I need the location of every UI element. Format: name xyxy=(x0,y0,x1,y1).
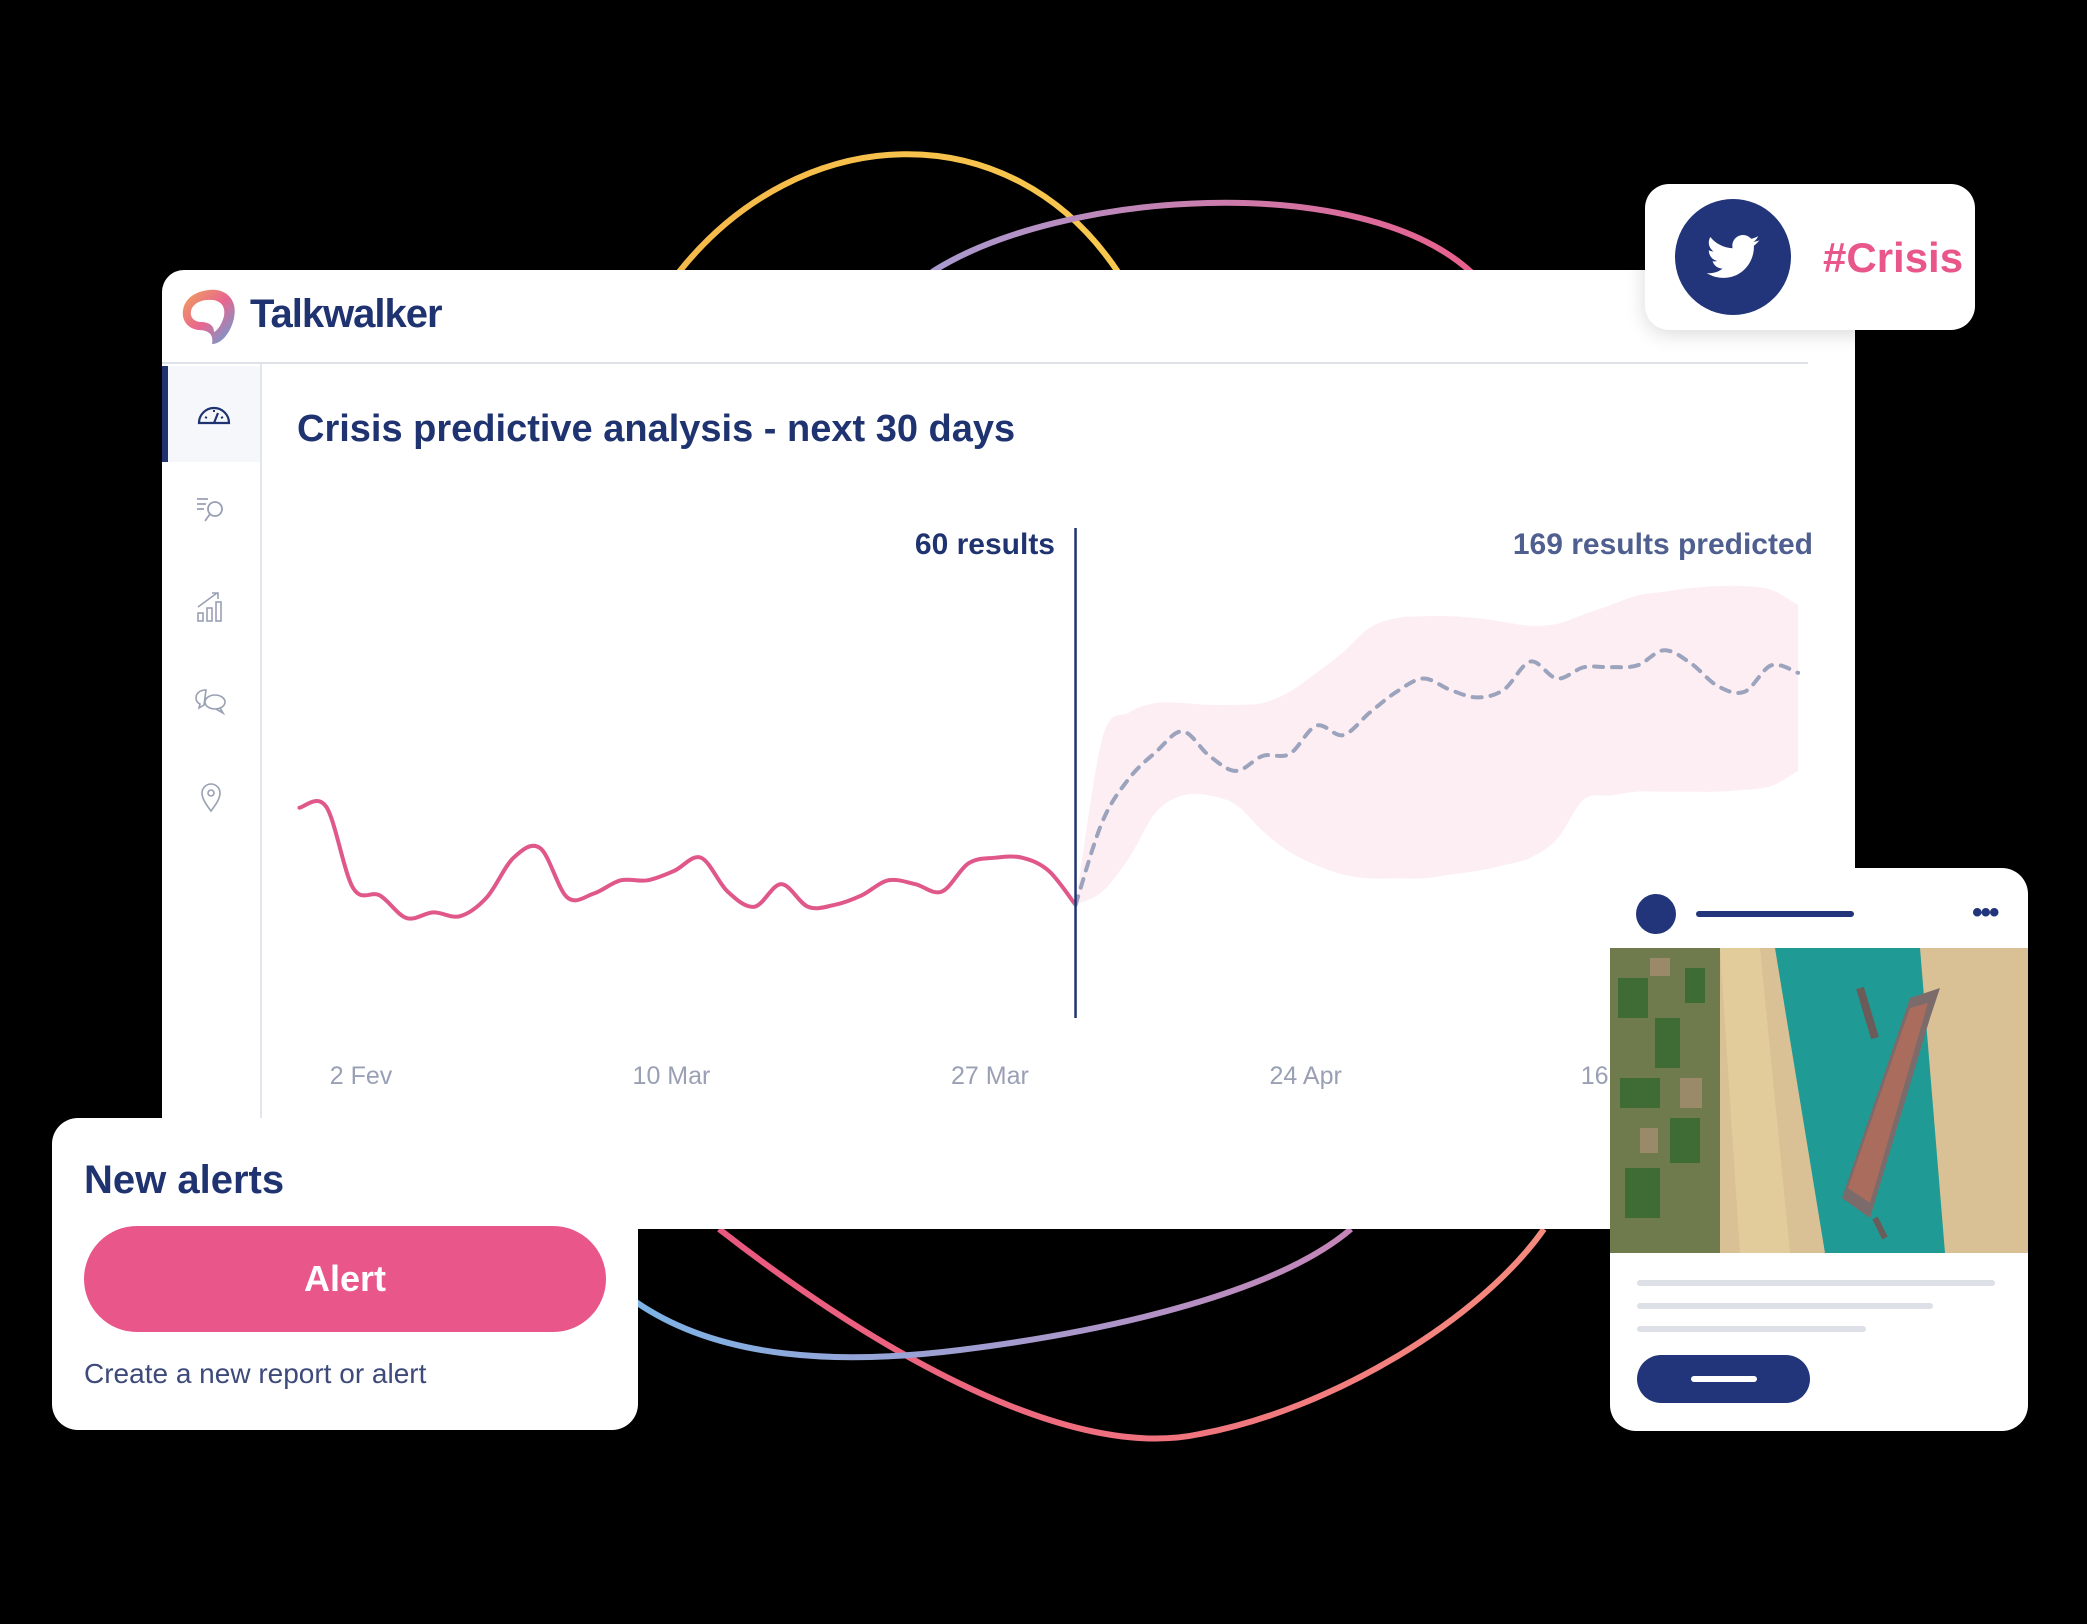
header-divider xyxy=(162,362,1808,364)
sidebar xyxy=(162,364,262,1229)
suez-canal-ship-satellite-image xyxy=(1610,948,2028,1253)
post-text-line xyxy=(1637,1280,1995,1286)
brand-name: Talkwalker xyxy=(250,292,443,336)
pink-curve-lower xyxy=(717,1226,1547,1442)
search-list-icon xyxy=(197,498,223,522)
alerts-title: New alerts xyxy=(84,1158,285,1202)
dashboard-gauge-icon xyxy=(197,406,231,425)
yellow-curve xyxy=(676,151,1121,274)
page-title: Crisis predictive analysis - next 30 day… xyxy=(297,408,1016,450)
post-text-line xyxy=(1637,1303,1933,1309)
twitter-hashtag-card[interactable]: #Crisis xyxy=(1645,184,1975,330)
chat-bubbles-icon xyxy=(195,689,226,716)
create-report-link[interactable]: Create a new report or alert xyxy=(84,1358,427,1389)
sidebar-item-dashboard[interactable] xyxy=(162,366,260,462)
x-tick-label: 27 Mar xyxy=(951,1062,1029,1090)
more-dots-icon[interactable]: ••• xyxy=(1972,896,1999,929)
x-tick-label: 16 xyxy=(1581,1062,1609,1090)
alert-button[interactable]: Alert xyxy=(84,1226,606,1332)
post-text-line xyxy=(1637,1326,1866,1332)
blue-curve-lower xyxy=(634,1226,1353,1361)
hashtag-label: #Crisis xyxy=(1823,234,1964,281)
twitter-avatar xyxy=(1675,199,1791,315)
post-avatar xyxy=(1636,894,1676,934)
confidence-band xyxy=(1075,585,1799,905)
predicted-series-line xyxy=(1073,648,1801,907)
x-tick-label: 24 Apr xyxy=(1270,1062,1342,1090)
actual-results-label: 60 results xyxy=(914,528,1055,561)
sidebar-item-locations[interactable] xyxy=(162,750,260,846)
new-alerts-card: New alerts Alert Create a new report or … xyxy=(52,1118,638,1430)
location-pin-icon xyxy=(201,783,221,813)
bar-chart-trend-icon xyxy=(197,592,222,622)
predicted-results-label: 169 results predicted xyxy=(1512,528,1813,561)
sidebar-item-conversations[interactable] xyxy=(162,654,260,750)
post-author-placeholder xyxy=(1696,911,1854,917)
x-tick-label: 10 Mar xyxy=(633,1062,711,1090)
sidebar-item-analytics[interactable] xyxy=(162,558,260,654)
twitter-bird-icon xyxy=(1706,235,1760,278)
purple-pink-curve xyxy=(930,199,1474,275)
post-action-button[interactable] xyxy=(1637,1355,1810,1403)
actual-series-line xyxy=(297,799,1078,921)
sidebar-item-search[interactable] xyxy=(162,462,260,558)
x-tick-label: 2 Fev xyxy=(330,1062,393,1090)
social-post-card: ••• xyxy=(1610,868,2028,1431)
talkwalker-logo xyxy=(182,289,235,344)
